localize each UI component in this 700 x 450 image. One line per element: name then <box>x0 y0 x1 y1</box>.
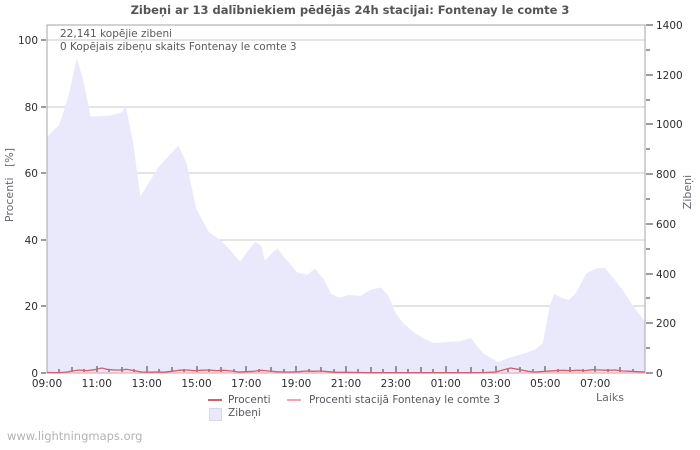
x-tick-label: 01:00 <box>431 378 461 390</box>
right-tick-label: 800 <box>656 169 676 181</box>
procenti-line <box>46 367 646 374</box>
left-tick-label: 80 <box>25 102 38 114</box>
x-tick-label: 21:00 <box>331 378 361 390</box>
x-tick-label: 11:00 <box>82 378 112 390</box>
left-tick-label: 0 <box>31 368 38 380</box>
right-axis-title: Zibeņi <box>681 174 694 210</box>
x-tick-label: 17:00 <box>231 378 261 390</box>
x-tick-label: 15:00 <box>181 378 211 390</box>
left-tick-label: 20 <box>25 301 38 313</box>
station-strikes-annotation: 0 Kopējais zibeņu skaits Fontenay le com… <box>60 41 297 53</box>
watermark-text: www.lightningmaps.org <box>7 429 143 443</box>
right-tick-label: 400 <box>656 269 676 281</box>
x-tick-label: 05:00 <box>530 378 560 390</box>
zibeni-area <box>47 58 645 374</box>
x-tick-label: 19:00 <box>281 378 311 390</box>
right-tick-label: 1200 <box>656 70 683 82</box>
x-axis-title: Laiks <box>596 391 625 404</box>
right-tick-label: 600 <box>656 219 676 231</box>
total-strikes-annotation: 22,141 kopējie zibeni <box>60 28 173 40</box>
left-axis-title: Procenti [%] <box>3 147 16 223</box>
chart-title: Zibeņi ar 13 dalībniekiem pēdējās 24h st… <box>130 3 570 17</box>
right-tick-label: 0 <box>656 368 663 380</box>
left-axis: 0 20 40 60 80 100 <box>18 35 46 380</box>
x-tick-label: 09:00 <box>32 378 62 390</box>
right-tick-label: 1400 <box>656 20 683 32</box>
right-tick-label: 1000 <box>656 119 683 131</box>
x-tick-label: 23:00 <box>381 378 411 390</box>
left-tick-label: 40 <box>25 235 38 247</box>
x-tick-label: 07:00 <box>580 378 610 390</box>
left-tick-label: 60 <box>25 168 38 180</box>
left-tick-label: 100 <box>18 35 38 47</box>
right-tick-label: 200 <box>656 318 676 330</box>
right-axis: 0 200 400 600 800 1000 1200 1400 <box>646 20 683 380</box>
x-tick-label: 13:00 <box>132 378 162 390</box>
x-axis: 09:00 11:00 13:00 15:00 17:00 19:00 21:00 23:00… <box>32 366 634 390</box>
x-tick-label: 03:00 <box>480 378 510 390</box>
